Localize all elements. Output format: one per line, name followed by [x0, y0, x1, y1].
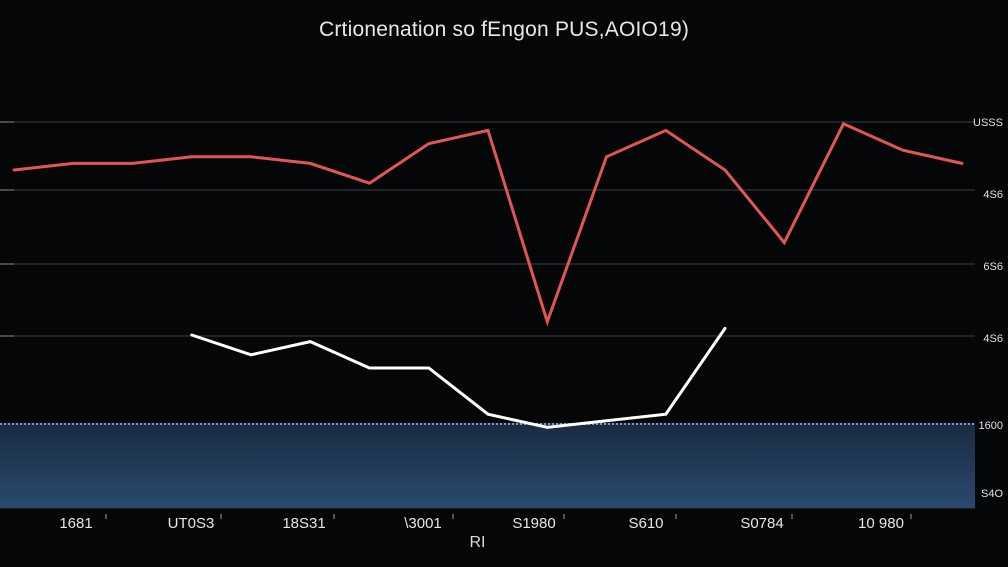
- x-tick-label-4: S1980: [512, 515, 555, 532]
- right-tick-label-2: 6S6: [983, 261, 1003, 273]
- series-line-1: [190, 326, 727, 429]
- x-tick-label-1: UT0S3: [168, 515, 215, 532]
- x-tick-label-7: 10 980: [858, 515, 904, 532]
- x-tick-label-0: 1681: [59, 515, 92, 532]
- right-tick-label-0: USSS: [973, 117, 1003, 129]
- series-line-0: [12, 121, 964, 327]
- right-tick-label-3: 4S6: [983, 333, 1003, 345]
- right-tick-label-5: S4O: [981, 488, 1003, 500]
- x-tick-label-2: 18S31: [282, 515, 325, 532]
- x-tick-label-3: \3001: [404, 515, 442, 532]
- right-tick-label-1: 4S6: [983, 189, 1003, 201]
- chart-title: Crtionenation so fEngon PUS,AOIO19): [318, 18, 690, 41]
- x-tick-label-6: S0784: [740, 515, 783, 532]
- x-tick-label-5: S610: [628, 515, 663, 532]
- x-axis-label: RI: [469, 534, 486, 551]
- right-tick-label-4: 1600: [979, 420, 1003, 432]
- lower-band: [0, 423, 975, 508]
